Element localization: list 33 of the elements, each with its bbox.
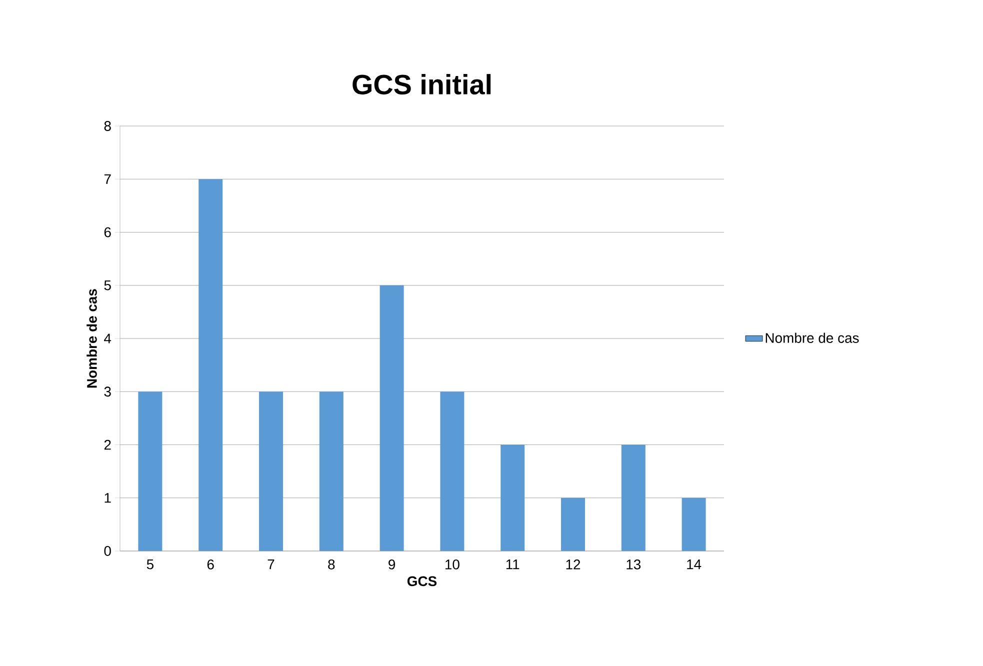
x-tick-label: 5 [146, 560, 154, 570]
y-tick-label: 5 [104, 280, 111, 290]
bar [319, 392, 344, 551]
x-tick-label: 9 [388, 560, 396, 570]
x-tick-label: 7 [268, 560, 274, 570]
y-tick-label: 1 [104, 493, 111, 503]
bar [500, 444, 525, 551]
chart-title: GCS initial [352, 74, 491, 94]
x-tick-label: 14 [687, 560, 702, 570]
bar [561, 498, 586, 551]
y-axis-title: Nombre de cas [86, 289, 97, 388]
bar [259, 392, 284, 551]
bar [198, 179, 223, 551]
legend-label: Nombre de cas [766, 332, 859, 343]
y-tick-label: 4 [104, 334, 112, 344]
x-axis-title: GCS [407, 576, 437, 586]
bar [380, 285, 404, 551]
x-tick-label: 11 [506, 560, 520, 570]
x-tick-label: 6 [207, 560, 214, 570]
bar [682, 498, 706, 551]
bar [138, 392, 162, 551]
y-tick-label: 3 [104, 386, 111, 397]
y-tick-label: 0 [104, 546, 111, 556]
x-tick-label: 10 [446, 560, 460, 570]
y-tick-label: 8 [104, 121, 111, 131]
x-tick-label: 13 [626, 560, 641, 570]
bar [440, 392, 464, 551]
y-tick-label: 2 [104, 440, 111, 450]
y-tick-label: 6 [104, 227, 111, 238]
y-tick-label: 7 [104, 174, 111, 184]
x-tick-label: 8 [328, 560, 335, 570]
x-tick-label: 12 [566, 560, 580, 570]
bar [621, 444, 646, 551]
